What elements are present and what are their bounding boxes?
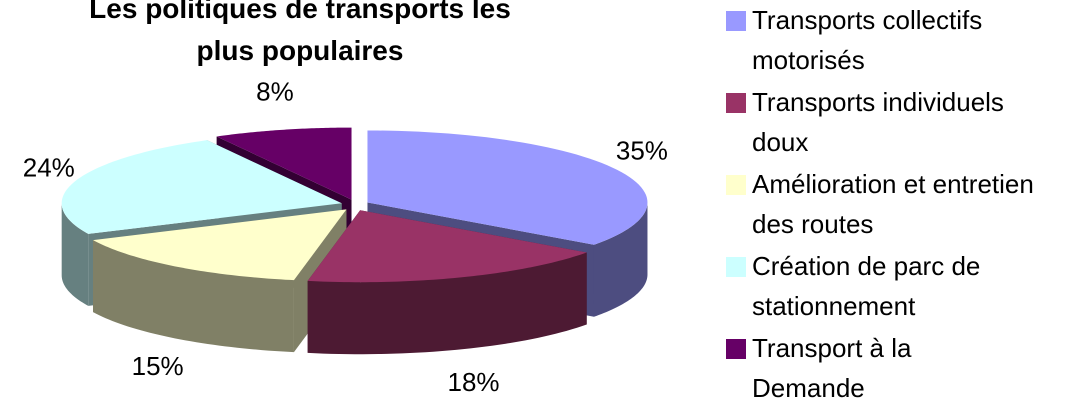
- data-label: 8%: [256, 76, 294, 106]
- slice-side: [307, 252, 587, 355]
- slice-side: [93, 240, 294, 353]
- legend-entry: Transports individuels doux: [726, 82, 1057, 162]
- legend-label: Transport à la Demande: [752, 333, 912, 403]
- slice: [367, 130, 648, 245]
- legend-label: Amélioration et entretien des routes: [752, 169, 1034, 239]
- data-label: 15%: [132, 351, 184, 381]
- legend-swatch: [726, 11, 746, 31]
- slice: [61, 140, 342, 234]
- legend-swatch: [726, 339, 746, 359]
- legend-swatch: [726, 175, 746, 195]
- legend-entry: Amélioration et entretien des routes: [726, 164, 1042, 244]
- legend-entry: Création de parc de stationnement: [726, 246, 1042, 326]
- legend-swatch: [726, 93, 746, 113]
- slice: [307, 210, 587, 355]
- legend-label: Création de parc de stationnement: [752, 251, 981, 321]
- slice-side: [593, 202, 648, 317]
- legend-label: Transports individuels doux: [752, 87, 1004, 157]
- slice: [93, 209, 347, 353]
- legend-swatch: [726, 257, 746, 277]
- legend-label: Transports collectifs motorisés: [752, 5, 983, 75]
- slice-side: [61, 203, 89, 306]
- chart-title: Les politiques de transports les plus po…: [89, 0, 511, 66]
- slice: [93, 209, 347, 281]
- slice: [307, 210, 587, 283]
- slice: [216, 127, 352, 200]
- legend-entry: Transports collectifs motorisés: [726, 0, 1042, 80]
- legend-entry: Transport à la Demande: [726, 328, 1002, 404]
- data-label: 24%: [23, 152, 75, 182]
- data-label: 18%: [448, 367, 500, 397]
- data-label: 35%: [616, 136, 668, 166]
